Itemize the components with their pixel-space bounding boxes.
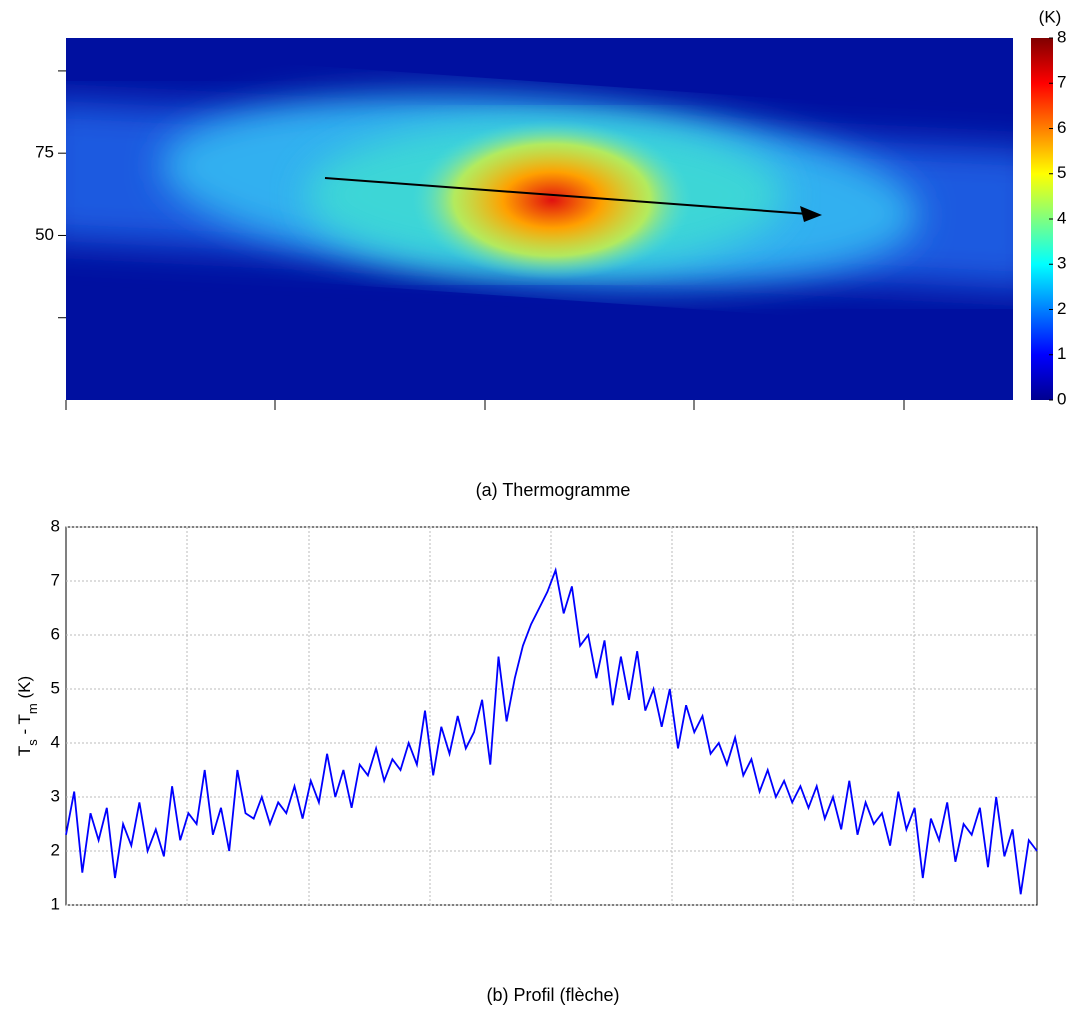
colorbar-tick-label: 2 [1057,299,1066,318]
y-tick-label: 7 [51,570,60,589]
y-tick-label: 50 [35,225,54,244]
y-tick-label: 4 [51,732,60,751]
arrow [324,177,809,215]
caption: (a) Thermogramme [476,480,631,500]
colorbar-tick-label: 7 [1057,73,1066,92]
colorbar [1031,38,1053,400]
colorbar-tick-label: 5 [1057,163,1066,182]
y-tick-label: 6 [51,624,60,643]
x-ticks [65,400,905,410]
y-label-part: T [15,746,34,756]
profile-line [65,566,1038,895]
y-label-part: - T [15,714,34,739]
colorbar-tick-label: 8 [1057,27,1066,46]
thermogram [66,38,1013,400]
colorbar-label: (K) [1039,7,1062,26]
y-tick-label: 2 [51,840,60,859]
colorbar-tick-label: 4 [1057,208,1066,227]
y-axis-label: Ts - Tm (K) [15,676,39,756]
colorbar-tick-label: 3 [1057,254,1066,273]
x-grid [186,527,915,905]
y-tick-label: 1 [51,894,60,913]
colorbar-tick-label: 1 [1057,344,1066,363]
y-label-part: m [25,703,40,714]
y-tick-label: 5 [51,678,60,697]
y-label-part: (K) [15,676,34,703]
y-tick-label: 75 [35,143,54,162]
colorbar-tick-label: 6 [1057,118,1066,137]
y-tick-label: 3 [51,786,60,805]
caption: (b) Profil (flèche) [486,985,619,1005]
y-tick-label: 8 [51,516,60,535]
arrow-head [800,206,822,222]
y-label-part: s [25,739,40,746]
colorbar-tick-label: 0 [1057,389,1066,408]
